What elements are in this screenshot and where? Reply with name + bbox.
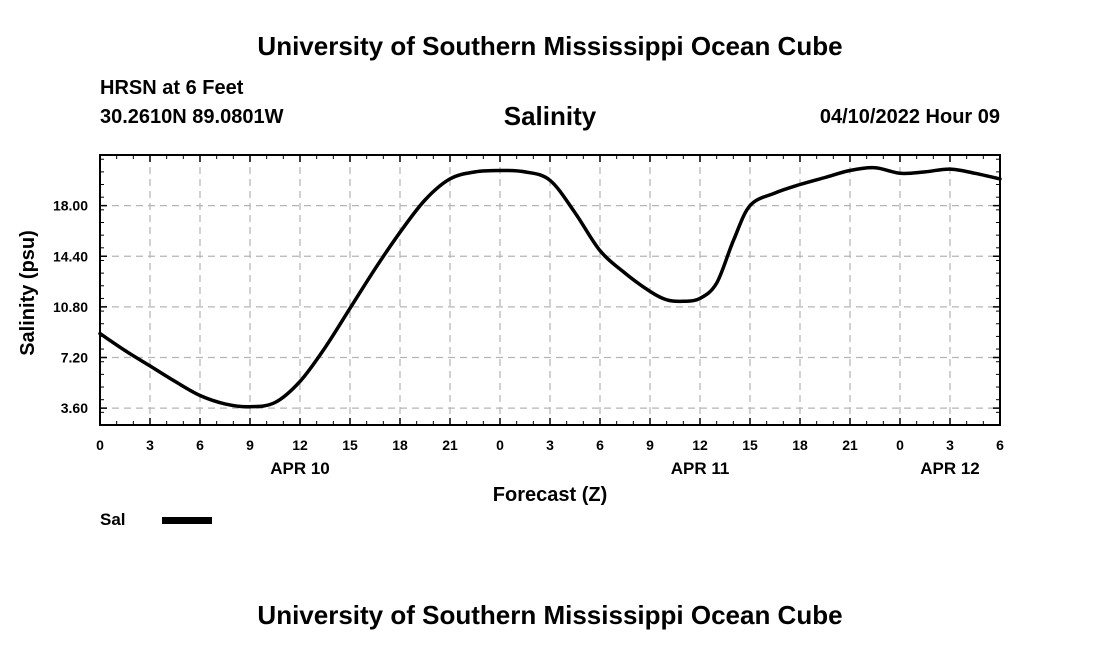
y-tick-label: 7.20 [61,350,88,366]
legend-swatch [162,517,212,524]
x-tick-label: 15 [742,437,758,453]
x-tick-label: 0 [896,437,904,453]
x-tick-label: 18 [792,437,808,453]
x-tick-label: 21 [442,437,458,453]
x-tick-label: 6 [596,437,604,453]
x-tick-label: 9 [246,437,254,453]
chart-title: Salinity [503,101,597,131]
y-tick-label: 14.40 [53,248,88,264]
x-tick-label: 3 [146,437,154,453]
bottom-title: University of Southern Mississippi Ocean… [257,600,843,630]
x-date-label: APR 10 [270,459,330,478]
x-tick-label: 21 [842,437,858,453]
station-coordinates: 30.2610N 89.0801W [100,106,284,128]
tick-labels: 0 3 6 9 12 15 18 21 0 3 6 9 12 15 18 21 0 3 6 3.60 7.20 10.80… [53,198,1004,478]
plot-frame [99,154,1001,426]
x-tick-label: 6 [996,437,1004,453]
legend-label: Sal [100,510,126,529]
x-tick-label: 3 [946,437,954,453]
x-tick-label: 15 [342,437,358,453]
salinity-series-line [98,165,1002,409]
x-tick-label: 12 [692,437,708,453]
top-title: University of Southern Mississippi Ocean… [257,31,843,61]
x-tick-label: 18 [392,437,408,453]
y-tick-label: 18.00 [53,198,88,214]
x-tick-label: 9 [646,437,654,453]
x-tick-label: 6 [196,437,204,453]
grid-lines [100,155,1000,425]
x-axis-label: Forecast (Z) [493,484,607,506]
y-axis-label: Salinity (psu) [17,230,39,356]
x-date-label: APR 12 [920,459,980,478]
y-tick-label: 3.60 [61,400,88,416]
x-tick-label: 0 [96,437,104,453]
x-tick-label: 3 [546,437,554,453]
forecast-datetime: 04/10/2022 Hour 09 [819,106,1000,128]
x-tick-label: 0 [496,437,504,453]
station-name: HRSN at 6 Feet [100,77,244,99]
x-tick-label: 12 [292,437,308,453]
y-tick-label: 10.80 [53,299,88,315]
x-date-label: APR 11 [671,459,730,478]
